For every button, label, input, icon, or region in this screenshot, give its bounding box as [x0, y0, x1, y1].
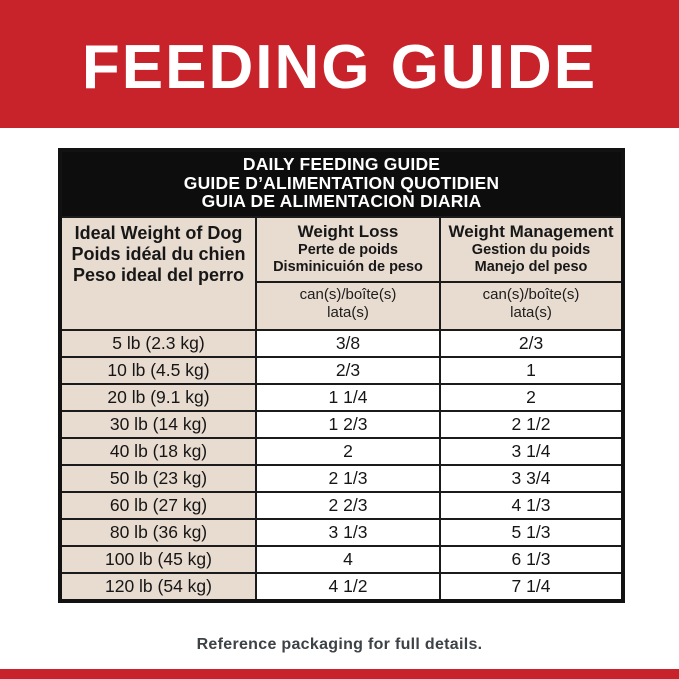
- table-row: 60 lb (27 kg) 2 2/3 4 1/3: [59, 490, 625, 520]
- table-row: 100 lb (45 kg) 4 6 1/3: [59, 544, 625, 574]
- table-title-fr: GUIDE D’ALIMENTATION QUOTIDIEN: [183, 172, 500, 193]
- ideal-weight-en: Ideal Weight of Dog: [74, 222, 243, 243]
- weight-cell: 5 lb (2.3 kg): [59, 328, 257, 358]
- management-cell: 3 1/4: [438, 436, 625, 466]
- page-title: FEEDING GUIDE: [81, 32, 598, 102]
- weight-cell: 120 lb (54 kg): [59, 571, 257, 602]
- management-cell: 2/3: [438, 328, 625, 358]
- weight-management-title: Weight Management: [448, 221, 614, 241]
- table-title-en: DAILY FEEDING GUIDE: [242, 154, 441, 174]
- unit-weight-loss: can(s)/boîte(s) lata(s): [255, 280, 441, 331]
- weight-loss-es: Disminicuión de peso: [273, 258, 423, 275]
- reference-note: Reference packaging for full details.: [196, 636, 483, 653]
- weight-cell: 30 lb (14 kg): [59, 409, 257, 439]
- loss-cell: 4 1/2: [255, 571, 441, 602]
- weight-cell: 10 lb (4.5 kg): [59, 355, 257, 385]
- loss-cell: 2: [255, 436, 441, 466]
- weight-cell: 100 lb (45 kg): [59, 544, 257, 574]
- weight-cell: 20 lb (9.1 kg): [59, 382, 257, 412]
- column-header-weight-loss: Weight Loss Perte de poids Disminicuión …: [255, 215, 441, 283]
- weight-management-es: Manejo del peso: [474, 258, 588, 275]
- unit-weight-management: can(s)/boîte(s) lata(s): [438, 280, 625, 331]
- unit-latas-label: lata(s): [327, 303, 369, 321]
- feeding-guide-banner: FEEDING GUIDE: [0, 0, 679, 128]
- management-cell: 7 1/4: [438, 571, 625, 602]
- loss-cell: 3/8: [255, 328, 441, 358]
- table-title-es: GUIA DE ALIMENTACION DIARIA: [201, 191, 482, 211]
- weight-loss-title: Weight Loss: [297, 221, 399, 241]
- table-row: 50 lb (23 kg) 2 1/3 3 3/4: [59, 463, 625, 493]
- table-row: 80 lb (36 kg) 3 1/3 5 1/3: [59, 517, 625, 547]
- weight-cell: 60 lb (27 kg): [59, 490, 257, 520]
- management-cell: 4 1/3: [438, 490, 625, 520]
- table-row: 5 lb (2.3 kg) 3/8 2/3: [59, 328, 625, 358]
- unit-cans-label: can(s)/boîte(s): [482, 285, 580, 303]
- ideal-weight-es: Peso ideal del perro: [72, 264, 245, 285]
- table-title: DAILY FEEDING GUIDE GUIDE D’ALIMENTATION…: [58, 149, 625, 218]
- table-row: 40 lb (18 kg) 2 3 1/4: [59, 436, 625, 466]
- table-row: 30 lb (14 kg) 1 2/3 2 1/2: [59, 409, 625, 439]
- unit-row: can(s)/boîte(s) lata(s) can(s)/boîte(s) …: [60, 280, 625, 331]
- loss-cell: 1 2/3: [255, 409, 441, 439]
- unit-latas-label: lata(s): [510, 303, 552, 321]
- column-header-row: Ideal Weight of Dog Poids idéal du chien…: [59, 215, 625, 331]
- unit-cans-label: can(s)/boîte(s): [299, 285, 397, 303]
- loss-cell: 1 1/4: [255, 382, 441, 412]
- weight-management-fr: Gestion du poids: [471, 241, 591, 258]
- weight-cell: 40 lb (18 kg): [59, 436, 257, 466]
- management-cell: 6 1/3: [438, 544, 625, 574]
- loss-cell: 2/3: [255, 355, 441, 385]
- table-row: 120 lb (54 kg) 4 1/2 7 1/4: [59, 571, 625, 602]
- table-title-row: DAILY FEEDING GUIDE GUIDE D’ALIMENTATION…: [58, 149, 625, 218]
- management-cell: 2 1/2: [438, 409, 625, 439]
- loss-cell: 2 1/3: [255, 463, 441, 493]
- ideal-weight-fr: Poids idéal du chien: [71, 243, 246, 264]
- weight-loss-fr: Perte de poids: [298, 241, 398, 258]
- management-cell: 5 1/3: [438, 517, 625, 547]
- bottom-red-strip: [0, 669, 679, 679]
- table-row: 10 lb (4.5 kg) 2/3 1: [59, 355, 625, 385]
- table-row: 20 lb (9.1 kg) 1 1/4 2: [59, 382, 625, 412]
- column-header-ideal-weight: Ideal Weight of Dog Poids idéal du chien…: [59, 215, 257, 331]
- loss-cell: 3 1/3: [255, 517, 441, 547]
- daily-feeding-table: DAILY FEEDING GUIDE GUIDE D’ALIMENTATION…: [58, 148, 626, 603]
- loss-cell: 4: [255, 544, 441, 574]
- weight-cell: 50 lb (23 kg): [59, 463, 257, 493]
- management-cell: 2: [438, 382, 625, 412]
- loss-cell: 2 2/3: [255, 490, 441, 520]
- management-cell: 3 3/4: [438, 463, 625, 493]
- weight-cell: 80 lb (36 kg): [59, 517, 257, 547]
- management-cell: 1: [438, 355, 625, 385]
- column-header-weight-management: Weight Management Gestion du poids Manej…: [438, 215, 625, 283]
